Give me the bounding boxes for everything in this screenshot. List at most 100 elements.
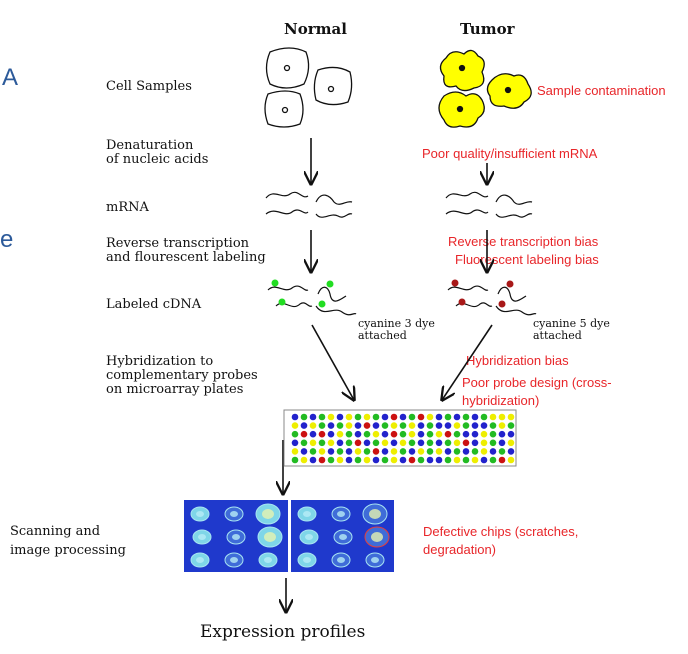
microarray-spot: [462, 439, 470, 447]
normal-cell-samples: [264, 47, 353, 128]
microarray-spot: [453, 413, 461, 421]
microarray-spot: [471, 448, 479, 455]
microarray-spot: [399, 430, 407, 438]
microarray-spot: [354, 422, 362, 429]
microarray-spot: [354, 439, 362, 447]
cyanine5-dye-dots: [451, 279, 514, 308]
microarray-spot: [345, 448, 353, 455]
microarray-spot: [471, 422, 479, 429]
microarray-spot: [381, 430, 389, 438]
cell-nucleus: [283, 64, 291, 72]
mrna-strand: [265, 191, 309, 199]
microarray-spot: [381, 448, 389, 455]
mrna-strand: [495, 194, 533, 205]
microarray-spot: [453, 422, 461, 429]
dye-dot: [498, 300, 506, 308]
microarray-spot: [435, 448, 443, 455]
microarray-spot: [462, 422, 470, 429]
microarray-spot: [291, 456, 299, 464]
microarray-spot: [327, 456, 335, 464]
microarray-spot: [507, 422, 515, 429]
microarray-spot: [417, 430, 425, 438]
scan-spot-core: [305, 534, 313, 540]
microarray-spot: [435, 439, 443, 447]
step-hybridization-line2: complementary probes: [106, 368, 258, 383]
cdna-strand: [267, 285, 309, 291]
microarray-spot: [363, 430, 371, 438]
dye-dot: [506, 280, 514, 288]
scan-spot-core: [337, 557, 345, 563]
microarray-spot: [345, 456, 353, 464]
dye-dot: [318, 300, 326, 308]
microarray-spot: [480, 430, 488, 438]
microarray-spot: [291, 439, 299, 447]
microarray-spot: [381, 413, 389, 421]
cdna-strand: [315, 305, 357, 316]
microarray-spot: [363, 439, 371, 447]
issue-defective-chips-line1: Defective chips (scratches,: [423, 524, 579, 539]
scan-spot-core: [371, 532, 383, 542]
step-labeled-cdna: Labeled cDNA: [106, 297, 202, 312]
scan-spot-core: [371, 557, 379, 563]
microarray-spot: [426, 439, 434, 447]
scan-spot-core: [303, 557, 311, 563]
mrna-strand: [495, 213, 533, 218]
microarray-spot: [300, 439, 308, 447]
microarray-spot: [300, 413, 308, 421]
microarray-spot: [489, 439, 497, 447]
microarray-spot: [444, 430, 452, 438]
step-denaturation-line1: Denaturation: [106, 138, 194, 153]
microarray-spot: [318, 456, 326, 464]
issue-hybridization-bias: Hybridization bias: [466, 353, 569, 368]
microarray-spot: [417, 439, 425, 447]
microarray-spot: [462, 413, 470, 421]
microarray-spot: [327, 413, 335, 421]
microarray-spot: [300, 456, 308, 464]
microarray-spot: [408, 439, 416, 447]
microarray-spot: [489, 422, 497, 429]
scan-spot-core: [369, 509, 381, 519]
step-reverse-line2: and flourescent labeling: [106, 250, 266, 265]
microarray-spot: [426, 456, 434, 464]
scan-image-left: [184, 500, 288, 572]
microarray-spot: [408, 422, 416, 429]
microarray-spot: [327, 422, 335, 429]
issue-probe-design-line2: hybridization): [462, 393, 540, 408]
mrna-strand: [445, 191, 489, 199]
scan-spot-core: [196, 511, 204, 517]
microarray-plate: [283, 409, 517, 467]
microarray-spot: [372, 456, 380, 464]
microarray-spots: [291, 413, 515, 464]
tumor-cell-samples: [438, 49, 532, 128]
microarray-spot: [309, 422, 317, 429]
microarray-spot: [444, 448, 452, 455]
microarray-spot: [507, 439, 515, 447]
microarray-spot: [381, 439, 389, 447]
scan-spot-core: [264, 532, 276, 542]
microarray-spot: [435, 456, 443, 464]
dye-label-cyanine5-line1: cyanine 5 dye: [533, 317, 610, 330]
issue-reverse-transcription-bias: Reverse transcription bias: [448, 234, 599, 249]
microarray-spot: [309, 456, 317, 464]
issue-poor-quality-mrna: Poor quality/insufficient mRNA: [422, 146, 598, 161]
issue-defective-chips-line2: degradation): [423, 542, 496, 557]
microarray-spot: [318, 430, 326, 438]
cdna-strand: [447, 285, 489, 291]
microarray-spot: [390, 439, 398, 447]
dye-dot: [458, 298, 466, 306]
cell-nucleus: [327, 85, 335, 93]
microarray-spot: [498, 413, 506, 421]
microarray-spot: [453, 448, 461, 455]
step-hybridization-line3: on microarray plates: [106, 382, 244, 397]
microarray-spot: [480, 413, 488, 421]
microarray-spot: [444, 422, 452, 429]
microarray-spot: [435, 413, 443, 421]
microarray-spot: [408, 430, 416, 438]
scan-spot-core: [339, 534, 347, 540]
microarray-spot: [453, 430, 461, 438]
microarray-spot: [471, 456, 479, 464]
microarray-spot: [417, 413, 425, 421]
microarray-spot: [318, 422, 326, 429]
microarray-spot: [327, 439, 335, 447]
